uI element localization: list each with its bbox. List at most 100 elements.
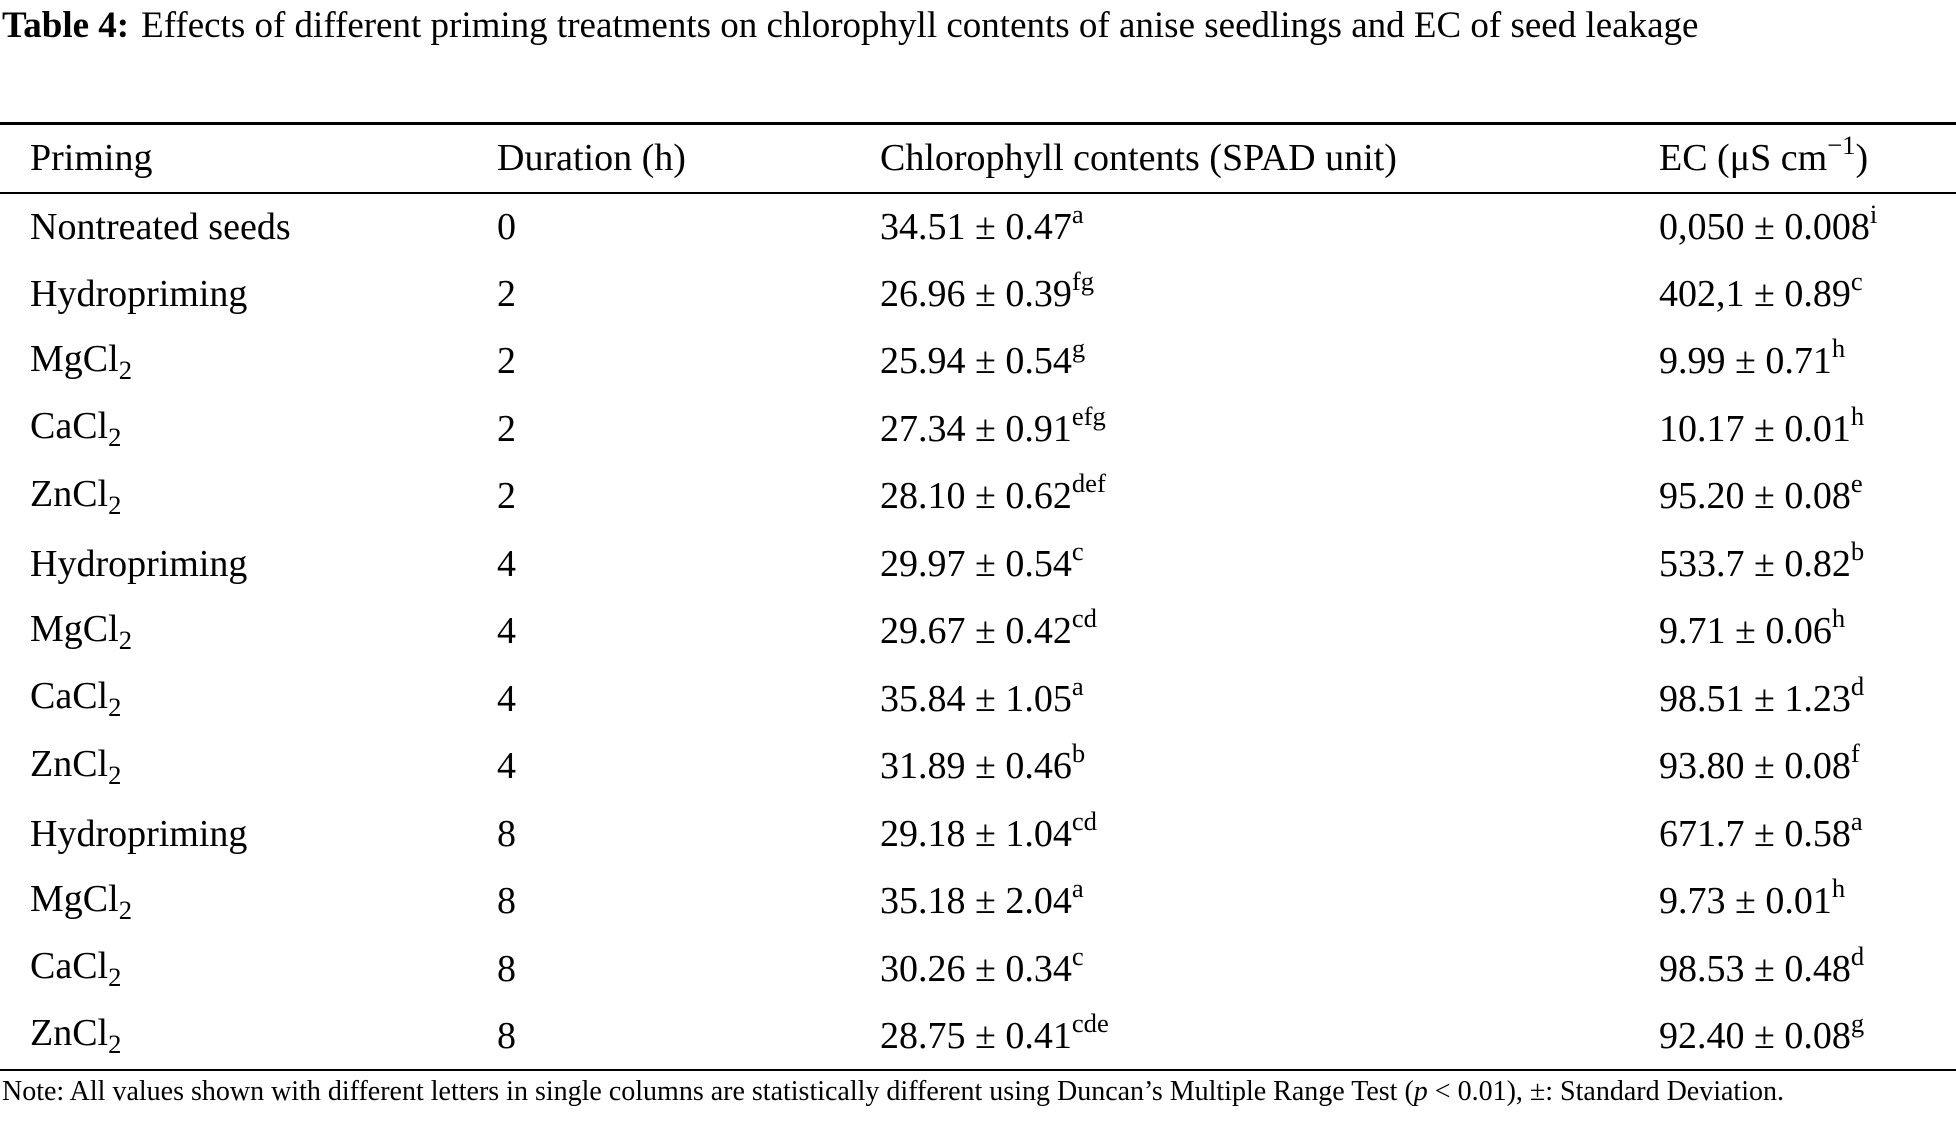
cell-sup: i <box>1869 198 1878 229</box>
cell-sup: def <box>1071 468 1106 499</box>
cell-sup: g <box>1850 1007 1865 1038</box>
cell-sub: 2 <box>108 692 122 723</box>
cell-text: 4 <box>497 745 516 788</box>
cell-text: 27.34 ± 0.91 <box>880 407 1072 450</box>
table-cell: 34.51 ± 0.47a <box>880 193 1659 261</box>
table-cell: 9.71 ± 0.06h <box>1659 598 1956 666</box>
table-cell: 2 <box>497 395 880 463</box>
cell-text: 28.75 ± 0.41 <box>880 1014 1072 1057</box>
cell-text: CaCl <box>30 945 109 988</box>
note: Note: All values shown with different le… <box>2 1075 1952 1108</box>
table-cell: 98.51 ± 1.23d <box>1659 665 1956 733</box>
table-cell: 4 <box>497 598 880 666</box>
cell-sub: 2 <box>108 759 122 790</box>
table-row: ZnCl2 4 31.89 ± 0.46b 93.80 ± 0.08f <box>0 733 1956 801</box>
cell-text: 8 <box>497 947 516 990</box>
cell-text: 4 <box>497 677 516 720</box>
table-row: MgCl2 8 35.18 ± 2.04a 9.73 ± 0.01h <box>0 868 1956 936</box>
cell-sup: c <box>1071 940 1084 971</box>
cell-text: Priming <box>30 137 153 180</box>
cell-sup: h <box>1831 873 1846 904</box>
table-cell: 29.67 ± 0.42cd <box>880 598 1659 666</box>
cell-text: 9.71 ± 0.06 <box>1659 610 1832 653</box>
cell-text: 26.96 ± 0.39 <box>880 272 1072 315</box>
table-cell: 10.17 ± 0.01h <box>1659 395 1956 463</box>
table-cell: 93.80 ± 0.08f <box>1659 733 1956 801</box>
table-row: Hydropriming 8 29.18 ± 1.04cd 671.7 ± 0.58a <box>0 800 1956 868</box>
cell-text: 0 <box>497 205 516 248</box>
table-row: MgCl2 2 25.94 ± 0.54g 9.99 ± 0.71h <box>0 328 1956 396</box>
table-cell: 4 <box>497 733 880 801</box>
cell-text: 10.17 ± 0.01 <box>1659 407 1851 450</box>
table-cell: 8 <box>497 1003 880 1071</box>
table-row: Nontreated seeds 0 34.51 ± 0.47a 0,050 ± 0.… <box>0 193 1956 261</box>
table-cell: CaCl2 <box>0 395 497 463</box>
cell-text: 29.18 ± 1.04 <box>880 812 1072 855</box>
cell-text: Nontreated seeds <box>30 205 291 248</box>
cell-text: 8 <box>497 812 516 855</box>
table-cell: 0 <box>497 193 880 261</box>
table-cell: Hydropriming <box>0 530 497 598</box>
cell-text: 4 <box>497 542 516 585</box>
table-row: CaCl2 2 27.34 ± 0.91efg 10.17 ± 0.01h <box>0 395 1956 463</box>
caption: Table 4: Effects of different priming tre… <box>2 0 1952 52</box>
table-cell: 35.84 ± 1.05a <box>880 665 1659 733</box>
cell-sup: a <box>1071 198 1084 229</box>
table-cell: MgCl2 <box>0 598 497 666</box>
table-cell: ZnCl2 <box>0 463 497 531</box>
cell-sup: h <box>1831 603 1846 634</box>
cell-text: 25.94 ± 0.54 <box>880 340 1072 383</box>
table-cell: 28.10 ± 0.62def <box>880 463 1659 531</box>
caption-label: Table 4: <box>2 5 130 46</box>
cell-text: 8 <box>497 1014 516 1057</box>
header-row: Priming Duration (h) Chlorophyll contents … <box>0 123 1956 193</box>
cell-text: 2 <box>497 407 516 450</box>
cell-sup: cd <box>1071 805 1097 836</box>
cell-text: ZnCl <box>30 742 109 785</box>
table-cell: 671.7 ± 0.58a <box>1659 800 1956 868</box>
table-cell: 0,050 ± 0.008i <box>1659 193 1956 261</box>
cell-text: 98.51 ± 1.23 <box>1659 677 1851 720</box>
note-italic: p <box>1413 1076 1428 1107</box>
cell-text: 98.53 ± 0.48 <box>1659 947 1851 990</box>
table: Priming Duration (h) Chlorophyll contents … <box>0 122 1956 1071</box>
table-cell: ZnCl2 <box>0 1003 497 1071</box>
table-cell: 29.97 ± 0.54c <box>880 530 1659 598</box>
cell-text: EC (μS cm <box>1659 137 1828 180</box>
table-cell: 9.99 ± 0.71h <box>1659 328 1956 396</box>
table-cell: 8 <box>497 935 880 1003</box>
cell-text: 30.26 ± 0.34 <box>880 947 1072 990</box>
table-cell: 2 <box>497 328 880 396</box>
table-row: CaCl2 8 30.26 ± 0.34c 98.53 ± 0.48d <box>0 935 1956 1003</box>
table-cell: 533.7 ± 0.82b <box>1659 530 1956 598</box>
cell-sup: e <box>1850 468 1863 499</box>
cell-sup: a <box>1071 873 1084 904</box>
cell-sup: g <box>1071 333 1086 364</box>
table-cell: 31.89 ± 0.46b <box>880 733 1659 801</box>
table-cell: Nontreated seeds <box>0 193 497 261</box>
table-row: Hydropriming 2 26.96 ± 0.39fg 402,1 ± 0.89c <box>0 260 1956 328</box>
table-row: CaCl2 4 35.84 ± 1.05a 98.51 ± 1.23d <box>0 665 1956 733</box>
cell-text: 4 <box>497 610 516 653</box>
table-cell: 8 <box>497 868 880 936</box>
cell-text: 29.67 ± 0.42 <box>880 610 1072 653</box>
cell-sub: 2 <box>108 962 122 993</box>
table-cell: 35.18 ± 2.04a <box>880 868 1659 936</box>
caption-text: Effects of different priming treatments … <box>141 5 1699 46</box>
cell-sup: cde <box>1071 1007 1109 1038</box>
cell-text: MgCl <box>30 877 119 920</box>
cell-sup: h <box>1831 333 1846 364</box>
cell-text: 95.20 ± 0.08 <box>1659 475 1851 518</box>
cell-text: 92.40 ± 0.08 <box>1659 1014 1851 1057</box>
cell-text: 28.10 ± 0.62 <box>880 475 1072 518</box>
table-row: ZnCl2 8 28.75 ± 0.41cde 92.40 ± 0.08g <box>0 1003 1956 1071</box>
table-cell: CaCl2 <box>0 665 497 733</box>
cell-sup: −1 <box>1827 130 1856 161</box>
cell-text: Hydropriming <box>30 542 248 585</box>
cell-sup: b <box>1850 535 1865 566</box>
cell-text: ZnCl <box>30 472 109 515</box>
cell-sup: fg <box>1071 265 1095 296</box>
cell-text: 35.18 ± 2.04 <box>880 880 1072 923</box>
header-cell: Priming <box>0 124 497 193</box>
